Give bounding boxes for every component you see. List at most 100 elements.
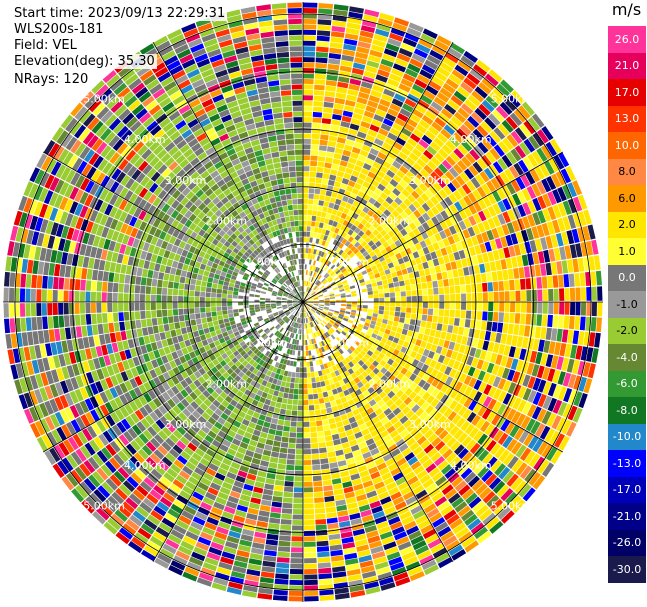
range-gate (239, 285, 245, 290)
range-gate (96, 507, 110, 521)
range-gate (272, 496, 283, 503)
range-gate (238, 364, 245, 371)
range-gate (318, 330, 322, 336)
range-gate (98, 356, 106, 368)
range-gate (204, 557, 219, 566)
range-gate (321, 311, 327, 316)
range-gate (307, 305, 312, 309)
range-gate (180, 398, 190, 408)
range-gate (227, 294, 233, 299)
range-gate (218, 561, 233, 571)
range-gate (29, 345, 37, 360)
range-gate (389, 73, 402, 83)
range-gate (394, 197, 403, 206)
range-gate (349, 252, 356, 258)
range-gate (366, 330, 373, 337)
range-gate (331, 478, 342, 485)
range-gate (476, 125, 489, 137)
range-gate (528, 453, 541, 468)
range-gate (109, 457, 121, 470)
range-gate (390, 297, 396, 302)
range-gate (305, 281, 308, 286)
range-gate (341, 268, 347, 273)
range-gate (449, 309, 455, 318)
range-gate (304, 568, 318, 575)
range-gate (162, 391, 171, 402)
range-gate (502, 198, 512, 211)
range-gate (363, 402, 371, 410)
range-gate (476, 283, 483, 293)
range-gate (314, 221, 320, 228)
range-gate (234, 375, 242, 383)
range-gate (59, 409, 70, 424)
range-gate (194, 397, 203, 406)
range-gate (565, 166, 577, 182)
range-gate (150, 510, 164, 522)
range-gate (261, 391, 268, 399)
range-gate (406, 307, 412, 313)
range-gate (209, 482, 221, 491)
range-gate (51, 429, 63, 444)
range-gate (115, 373, 124, 384)
range-gate (411, 307, 417, 314)
range-gate (19, 288, 26, 302)
range-gate (71, 229, 80, 242)
range-gate (240, 317, 246, 323)
range-gate (328, 58, 341, 65)
range-gate (456, 128, 468, 140)
range-gate (139, 501, 153, 514)
range-gate (279, 288, 285, 293)
range-gate (65, 421, 77, 436)
range-gate (426, 209, 435, 219)
range-gate (125, 369, 134, 380)
range-gate (222, 457, 232, 466)
range-gate (274, 435, 282, 442)
range-gate (344, 363, 351, 370)
range-gate (59, 196, 69, 211)
range-gate (474, 86, 488, 99)
range-gate (10, 257, 18, 272)
range-gate (408, 22, 424, 33)
range-gate (389, 521, 403, 531)
range-gate (42, 275, 48, 289)
range-gate (414, 186, 424, 196)
range-gate (220, 271, 227, 277)
range-gate (328, 219, 334, 226)
range-gate (212, 283, 218, 289)
range-gate (558, 386, 567, 401)
range-gate (492, 215, 501, 227)
range-gate (319, 194, 326, 201)
range-gate (371, 119, 382, 128)
range-gate (303, 8, 318, 14)
range-gate (431, 75, 445, 87)
range-gate (346, 162, 355, 170)
range-gate (376, 379, 384, 387)
range-gate (303, 405, 309, 411)
range-gate (250, 312, 256, 316)
range-gate (308, 297, 313, 300)
range-gate (372, 383, 380, 391)
range-gate (312, 254, 316, 260)
range-gate (457, 186, 467, 198)
range-gate (255, 289, 261, 293)
range-gate (403, 520, 417, 531)
range-gate (278, 363, 283, 369)
range-gate (289, 388, 294, 394)
range-gate (573, 375, 582, 390)
range-gate (18, 195, 28, 211)
range-gate (390, 416, 399, 425)
range-gate (338, 273, 344, 279)
range-gate (105, 414, 116, 427)
range-gate (375, 28, 390, 38)
range-gate (317, 227, 323, 234)
range-gate (340, 183, 348, 190)
range-gate (360, 509, 372, 518)
range-gate (230, 379, 238, 387)
range-gate (384, 269, 391, 275)
range-gate (201, 339, 209, 347)
range-gate (346, 304, 352, 307)
range-gate (158, 430, 168, 441)
range-gate (482, 453, 494, 466)
range-gate (363, 14, 378, 23)
range-gate (449, 136, 461, 148)
